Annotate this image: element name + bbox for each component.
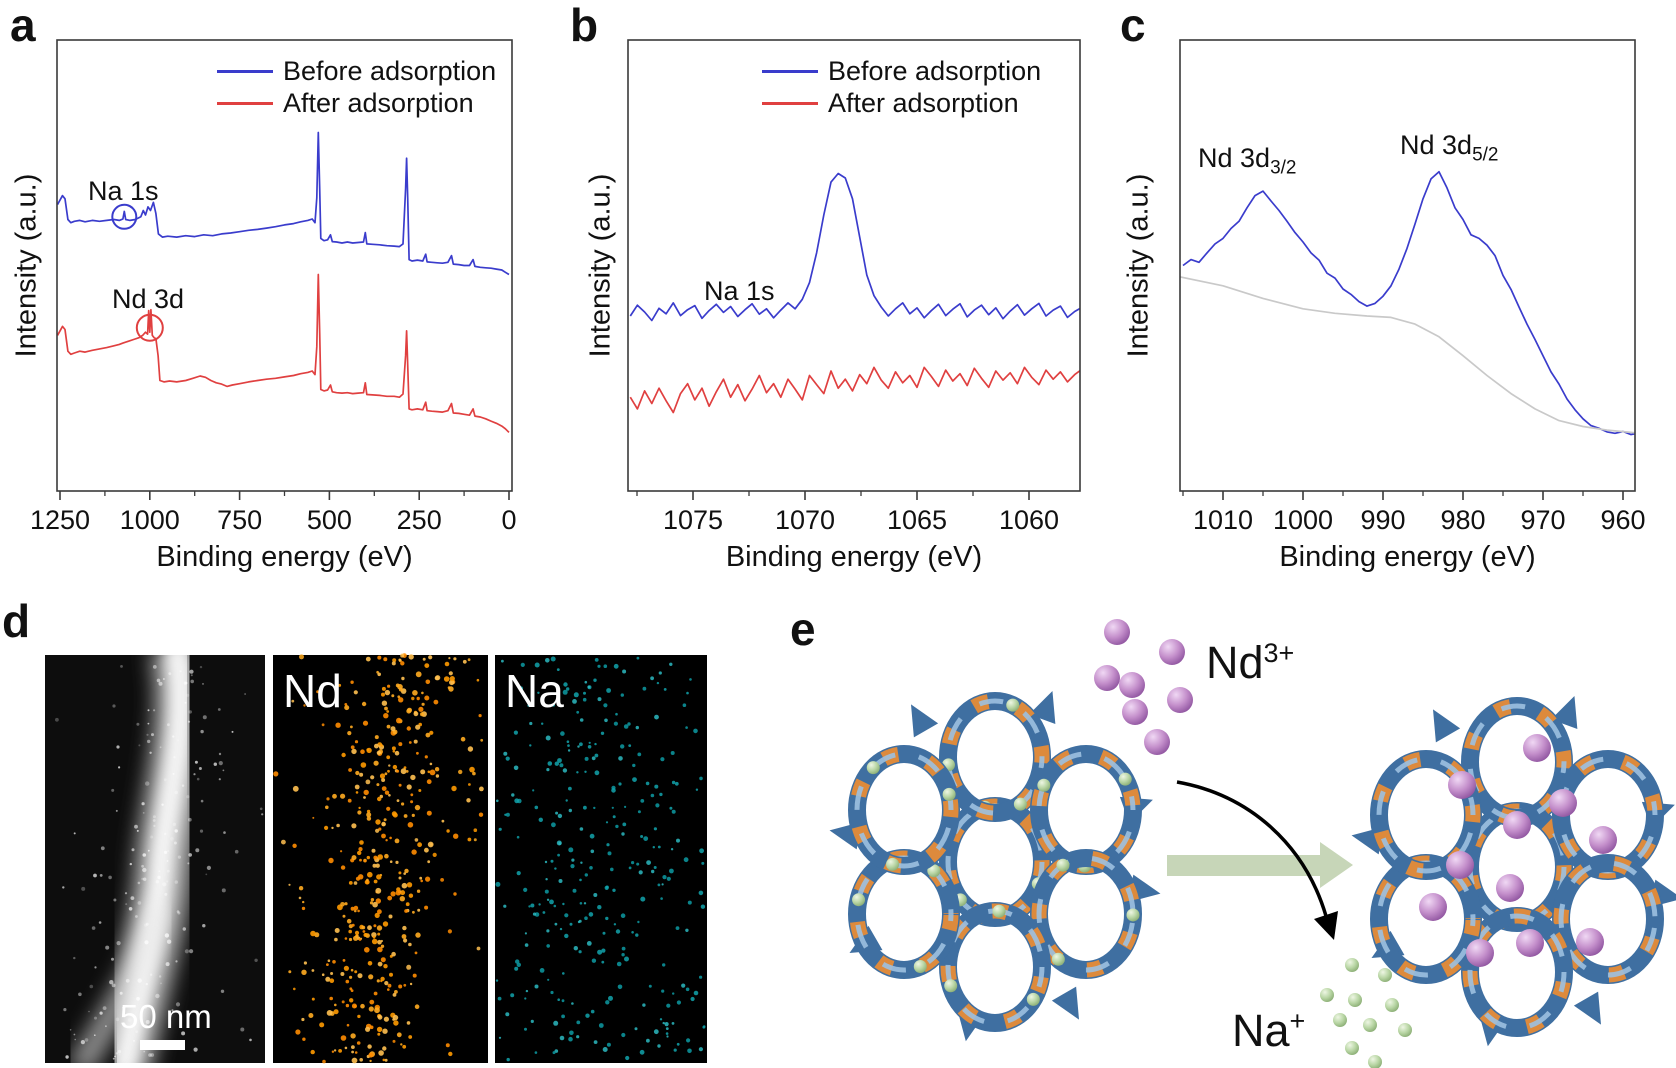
annotation-na1s-a: Na 1s <box>88 176 159 206</box>
legend-after-b: After adsorption <box>762 88 1019 119</box>
legend-after-label: After adsorption <box>283 88 474 118</box>
spectrum-traces-c <box>1180 170 1635 436</box>
legend-before-b: Before adsorption <box>762 56 1041 87</box>
legend-before-line-icon <box>217 70 273 73</box>
legend-after-line-icon <box>762 102 818 105</box>
panel-letter-c: c <box>1120 0 1146 51</box>
eds-map-label-nd: Nd <box>283 665 342 717</box>
na-ion-sphere <box>1368 1055 1382 1068</box>
y-axis-title-b: Intensity (a.u.) <box>584 173 617 358</box>
panel-letter-a: a <box>10 0 36 51</box>
annotation-nd3d32-c: Nd 3d3/2 <box>1198 143 1297 179</box>
scalebar <box>140 1040 185 1050</box>
na-ion-sphere <box>1320 988 1334 1002</box>
legend-after-a: After adsorption <box>217 88 474 119</box>
na-ion-sphere <box>1378 968 1392 982</box>
svg-text:1060: 1060 <box>999 505 1059 535</box>
na-ion-sphere <box>1398 1023 1412 1037</box>
legend-after-label: After adsorption <box>828 88 1019 118</box>
y-axis-title-c: Intensity (a.u.) <box>1122 173 1155 358</box>
nd-ion-sphere <box>1144 729 1170 755</box>
scalebar-label: 50 nm <box>120 998 212 1035</box>
na-ion-sphere <box>1345 1041 1359 1055</box>
na-ion-sphere <box>1333 1013 1347 1027</box>
nd-ion-sphere <box>1104 619 1130 645</box>
reaction-arrow-icon <box>1167 842 1353 888</box>
spectrum-traces-b <box>629 172 1080 414</box>
svg-text:1000: 1000 <box>120 505 180 535</box>
annotation-nd3d-a: Nd 3d <box>112 284 185 314</box>
na-ion-sphere <box>1348 993 1362 1007</box>
eds-map-label-na: Na <box>505 665 564 717</box>
legend-before-line-icon <box>762 70 818 73</box>
ion-exchange-scheme <box>829 619 1676 1068</box>
x-axis-title-c: Binding energy (eV) <box>1279 541 1536 573</box>
na-ion-sphere <box>1363 1018 1377 1032</box>
legend-after-line-icon <box>217 102 273 105</box>
y-axis-title-a: Intensity (a.u.) <box>10 173 43 358</box>
annotation-na1s-b: Na 1s <box>704 276 775 306</box>
panel-letter-d: d <box>2 595 31 647</box>
svg-text:0: 0 <box>501 505 516 535</box>
legend-before-label: Before adsorption <box>283 56 497 86</box>
svg-text:990: 990 <box>1360 505 1405 535</box>
svg-text:750: 750 <box>217 505 262 535</box>
zeolite-framework <box>1351 695 1676 1047</box>
svg-text:1250: 1250 <box>30 505 90 535</box>
x-axis-title-b: Binding energy (eV) <box>725 541 983 573</box>
panel-letter-e: e <box>790 603 816 655</box>
panel-letter-b: b <box>570 0 599 51</box>
stem-image <box>45 655 265 1063</box>
svg-text:1010: 1010 <box>1193 505 1253 535</box>
nd-ion-label: Nd3+ <box>1206 637 1295 688</box>
eds-map-nd <box>273 653 488 1064</box>
nd-ion-sphere <box>1167 687 1193 713</box>
svg-text:500: 500 <box>307 505 352 535</box>
svg-text:250: 250 <box>397 505 442 535</box>
svg-text:1000: 1000 <box>1273 505 1333 535</box>
zeolite-framework <box>829 690 1161 1042</box>
svg-text:980: 980 <box>1440 505 1485 535</box>
na-ion-label: Na+ <box>1232 1005 1306 1056</box>
legend-before-a: Before adsorption <box>217 56 496 87</box>
svg-text:970: 970 <box>1520 505 1565 535</box>
na-ion-sphere <box>1385 998 1399 1012</box>
annotation-nd3d52-c: Nd 3d5/2 <box>1400 130 1499 166</box>
svg-text:1065: 1065 <box>887 505 947 535</box>
nd-ion-sphere <box>1122 699 1148 725</box>
eds-map-na <box>495 655 707 1063</box>
svg-text:1070: 1070 <box>775 505 835 535</box>
nd-ion-sphere <box>1119 672 1145 698</box>
legend-before-label: Before adsorption <box>828 56 1042 86</box>
x-axis-title-a: Binding energy (eV) <box>156 541 413 573</box>
nd-ion-sphere <box>1094 665 1120 691</box>
svg-text:960: 960 <box>1600 505 1645 535</box>
svg-text:1075: 1075 <box>663 505 723 535</box>
exchange-arrow-icon <box>1176 780 1328 917</box>
na-ion-sphere <box>1345 958 1359 972</box>
nd-ion-sphere <box>1159 639 1185 665</box>
